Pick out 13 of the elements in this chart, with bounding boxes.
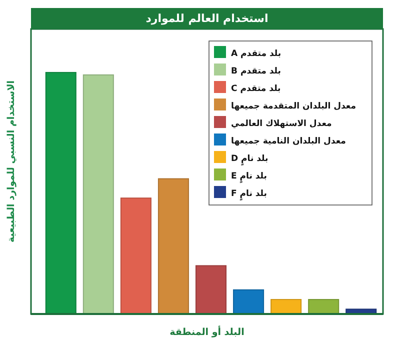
legend-label: بلد نامٍ F [231,189,267,202]
chart-title: استخدام العالم للموارد [146,12,268,25]
legend-label: معدل البلدان المتقدمة جميعها [231,102,356,112]
legend-label: بلد متقدم A [231,49,282,59]
y-axis-title: الاستخدام النسبي للموارد الطبيعية [6,80,17,243]
x-axis-title: البلد أو المنطقة [170,325,244,338]
legend-label: بلد متقدم B [231,66,281,76]
legend-label: معدل البلدان النامية جميعها [231,136,346,146]
legend-label: بلد متقدم C [231,84,281,94]
title-banner: استخدام العالم للموارد [31,8,383,29]
legend-label: بلد نامٍ E [231,172,267,184]
legend-label: بلد نامٍ D [231,154,268,166]
legend-label: معدل الاستهلاك العالمي [231,119,332,129]
